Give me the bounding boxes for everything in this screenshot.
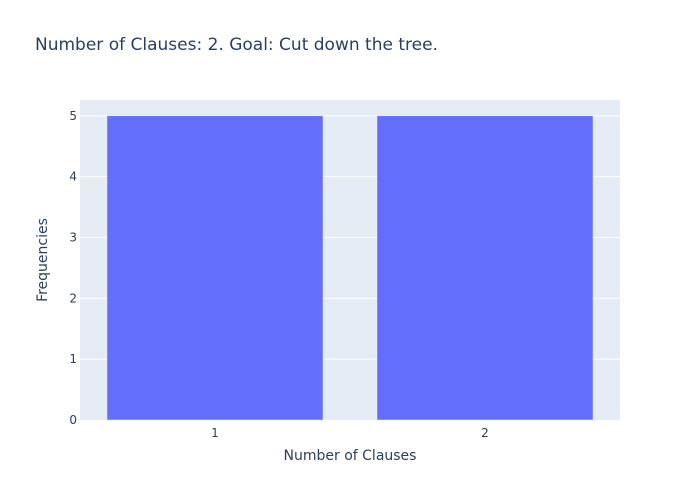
- y-tick-labels: 0 1 2 3 4 5: [69, 109, 77, 427]
- y-tick-label: 4: [69, 170, 77, 184]
- y-tick-label: 1: [69, 352, 77, 366]
- y-axis-title: Frequencies: [35, 218, 51, 302]
- x-axis-title: Number of Clauses: [284, 448, 417, 464]
- y-tick-label: 3: [69, 230, 77, 244]
- x-tick-label: 1: [211, 426, 219, 440]
- y-tick-label: 2: [69, 291, 77, 305]
- bar-1: [106, 115, 324, 421]
- y-tick-label: 0: [69, 413, 77, 427]
- x-tick-label: 2: [481, 426, 489, 440]
- y-tick-label: 5: [69, 109, 77, 123]
- chart-title: Number of Clauses: 2. Goal: Cut down the…: [35, 35, 438, 55]
- bars: [106, 115, 594, 421]
- bar-2: [376, 115, 594, 421]
